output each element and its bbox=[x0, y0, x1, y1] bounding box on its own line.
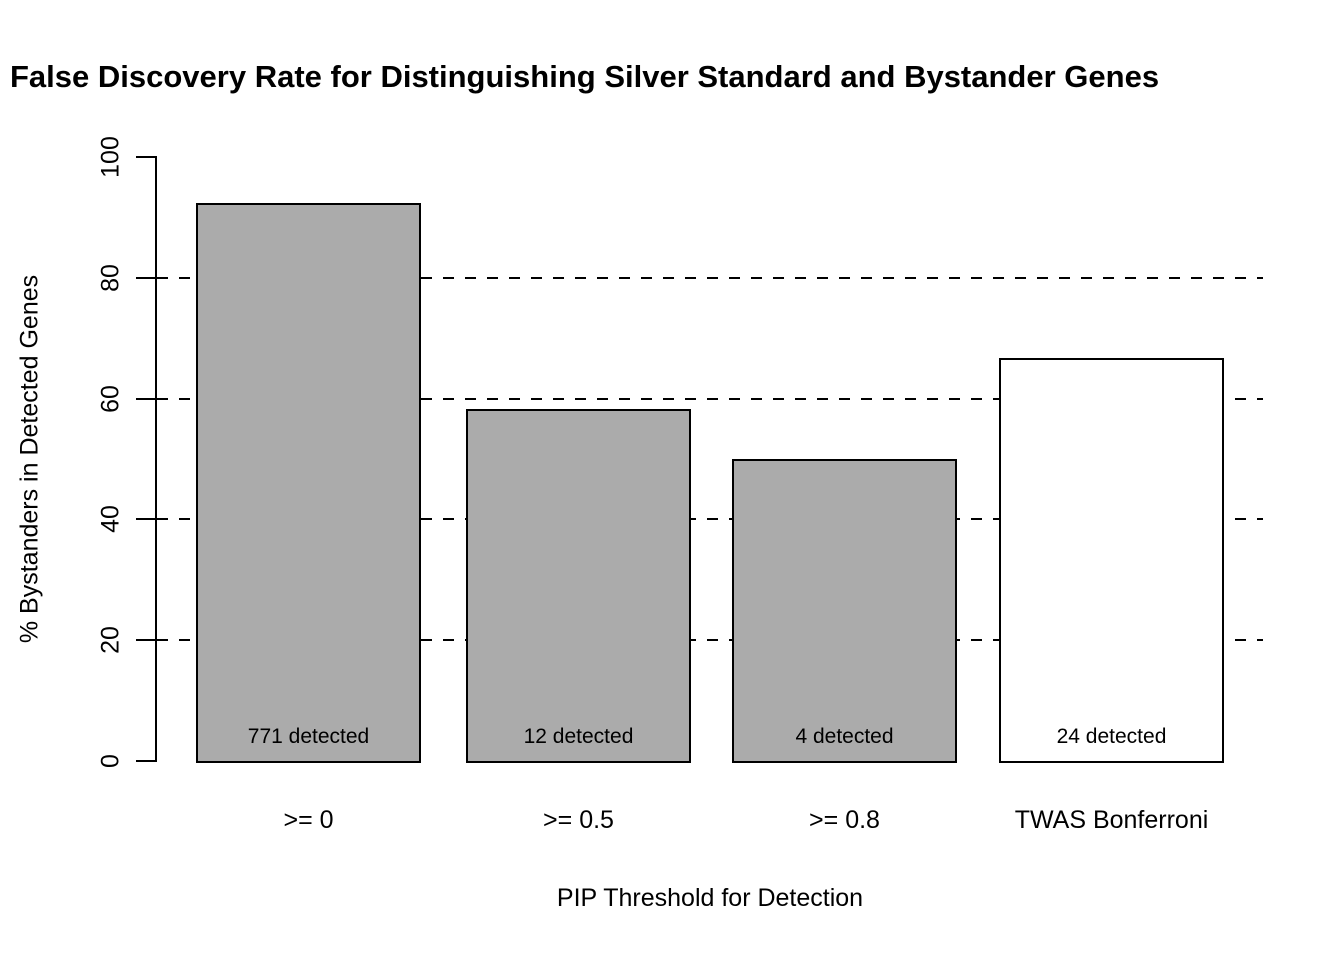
y-axis-label: % Bystanders in Detected Genes bbox=[15, 274, 44, 644]
y-tick-60 bbox=[136, 397, 155, 400]
bar-1: 771 detected bbox=[196, 202, 421, 763]
category-label-3: >= 0.8 bbox=[809, 806, 880, 834]
gridline-y-60 bbox=[157, 397, 1263, 400]
y-tick-label-40: 40 bbox=[96, 505, 125, 534]
y-tick-20 bbox=[136, 639, 155, 642]
bar-2: 12 detected bbox=[466, 408, 691, 763]
category-label-4: TWAS Bonferroni bbox=[1014, 806, 1209, 834]
y-axis-line bbox=[155, 156, 157, 762]
y-tick-40 bbox=[136, 518, 155, 521]
y-tick-label-0: 0 bbox=[96, 754, 125, 768]
y-tick-label-20: 20 bbox=[96, 626, 125, 655]
bar-count-label-1: 771 detected bbox=[247, 724, 370, 748]
gridline-y-80 bbox=[157, 276, 1263, 279]
y-tick-80 bbox=[136, 276, 155, 279]
bar-4: 24 detected bbox=[999, 358, 1224, 763]
y-tick-label-80: 80 bbox=[96, 263, 125, 292]
bar-count-label-4: 24 detected bbox=[1056, 724, 1167, 748]
category-label-1: >= 0 bbox=[283, 806, 334, 834]
y-tick-label-60: 60 bbox=[96, 384, 125, 413]
bar-count-label-3: 4 detected bbox=[795, 725, 894, 748]
x-axis-label: PIP Threshold for Detection bbox=[556, 884, 864, 912]
chart-title: False Discovery Rate for Distinguishing … bbox=[10, 59, 1160, 94]
y-tick-100 bbox=[136, 156, 155, 158]
y-tick-label-100: 100 bbox=[96, 136, 125, 178]
category-label-2: >= 0.5 bbox=[543, 806, 614, 834]
gridline-y-20 bbox=[157, 639, 1263, 642]
bar-count-label-2: 12 detected bbox=[523, 724, 634, 748]
y-tick-0 bbox=[136, 760, 155, 762]
bar-3: 4 detected bbox=[732, 459, 957, 763]
gridline-y-40 bbox=[157, 518, 1263, 521]
